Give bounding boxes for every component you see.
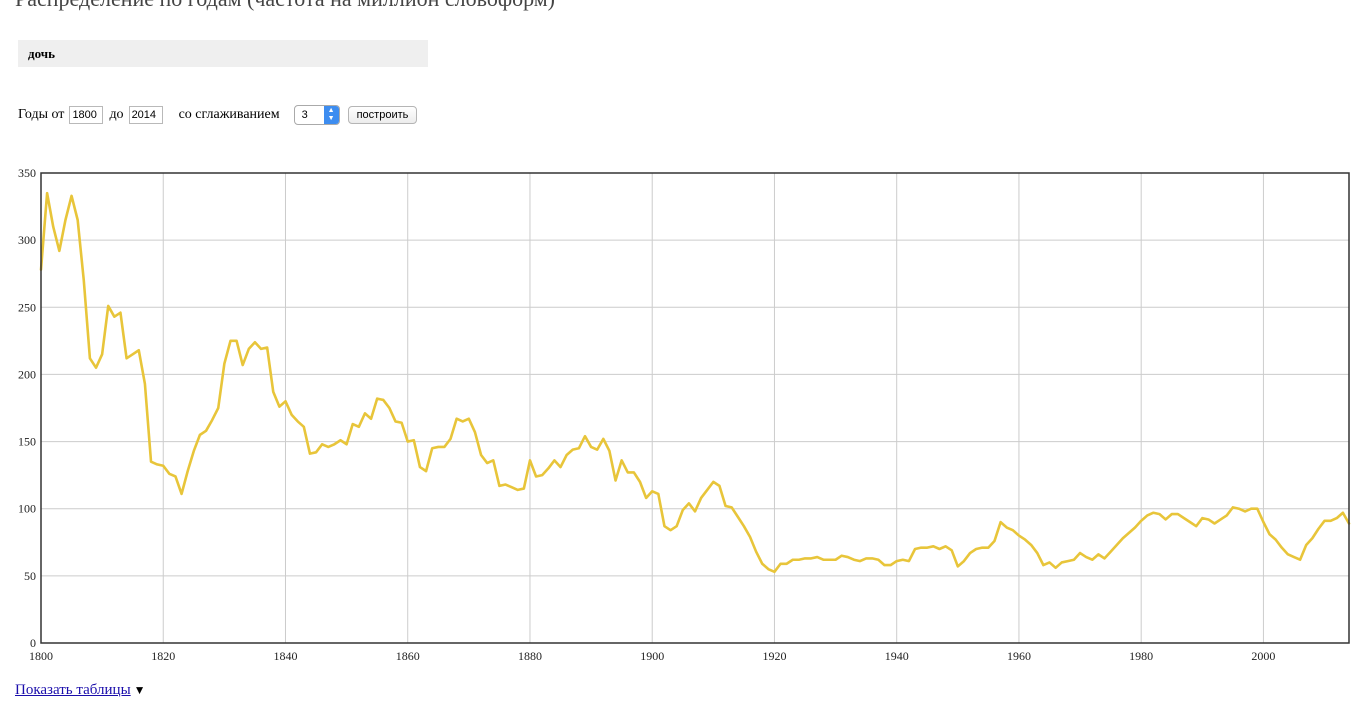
query-label: дочь	[18, 40, 428, 67]
smoothing-select[interactable]: 3 ▲ ▼	[293, 105, 340, 125]
year-from-input[interactable]: 1800	[69, 106, 104, 124]
select-arrows-icon: ▲ ▼	[323, 106, 339, 124]
show-tables-link[interactable]: Показать таблицы	[15, 682, 131, 698]
x-tick-label: 1980	[1129, 649, 1153, 663]
y-tick-label: 300	[18, 233, 36, 247]
build-button[interactable]: построить	[347, 106, 418, 124]
x-tick-label: 2000	[1251, 649, 1275, 663]
x-tick-label: 1860	[396, 649, 420, 663]
x-tick-label: 1820	[151, 649, 175, 663]
tables-toggle: Показать таблицы ▼	[15, 682, 146, 699]
y-tick-label: 200	[18, 367, 36, 381]
year-to-input[interactable]: 2014	[128, 106, 163, 124]
x-tick-label: 1880	[518, 649, 542, 663]
x-tick-label: 1920	[762, 649, 786, 663]
page-title: Распределение по годам (частота на милли…	[15, 0, 555, 12]
x-tick-label: 1960	[1007, 649, 1031, 663]
years-from-label: Годы от	[18, 107, 65, 122]
year-range-controls: Годы от 1800 до 2014 со сглаживанием 3 ▲…	[18, 105, 418, 125]
expand-triangle-icon[interactable]: ▼	[133, 683, 146, 697]
chart-grid	[40, 172, 1349, 644]
x-tick-label: 1940	[885, 649, 909, 663]
plot-frame	[40, 172, 1350, 644]
smoothing-label: со сглаживанием	[178, 107, 280, 122]
x-tick-label: 1840	[273, 649, 297, 663]
x-tick-labels: 1800 1820 1840 1860 1880 1900 1920 1940 1960 1980…	[29, 649, 1275, 663]
y-tick-label: 350	[18, 166, 36, 180]
y-tick-labels: 0 50 100 150 200 250 300 350	[18, 166, 36, 650]
x-tick-label: 1800	[29, 649, 53, 663]
y-tick-label: 250	[18, 300, 36, 314]
x-tick-label: 1900	[640, 649, 664, 663]
y-tick-label: 150	[18, 435, 36, 449]
y-tick-label: 0	[30, 636, 36, 650]
y-tick-label: 50	[24, 569, 36, 583]
y-tick-label: 100	[18, 502, 36, 516]
series-line	[39, 191, 1351, 574]
years-to-label: до	[109, 107, 124, 122]
smoothing-value: 3	[301, 109, 308, 121]
